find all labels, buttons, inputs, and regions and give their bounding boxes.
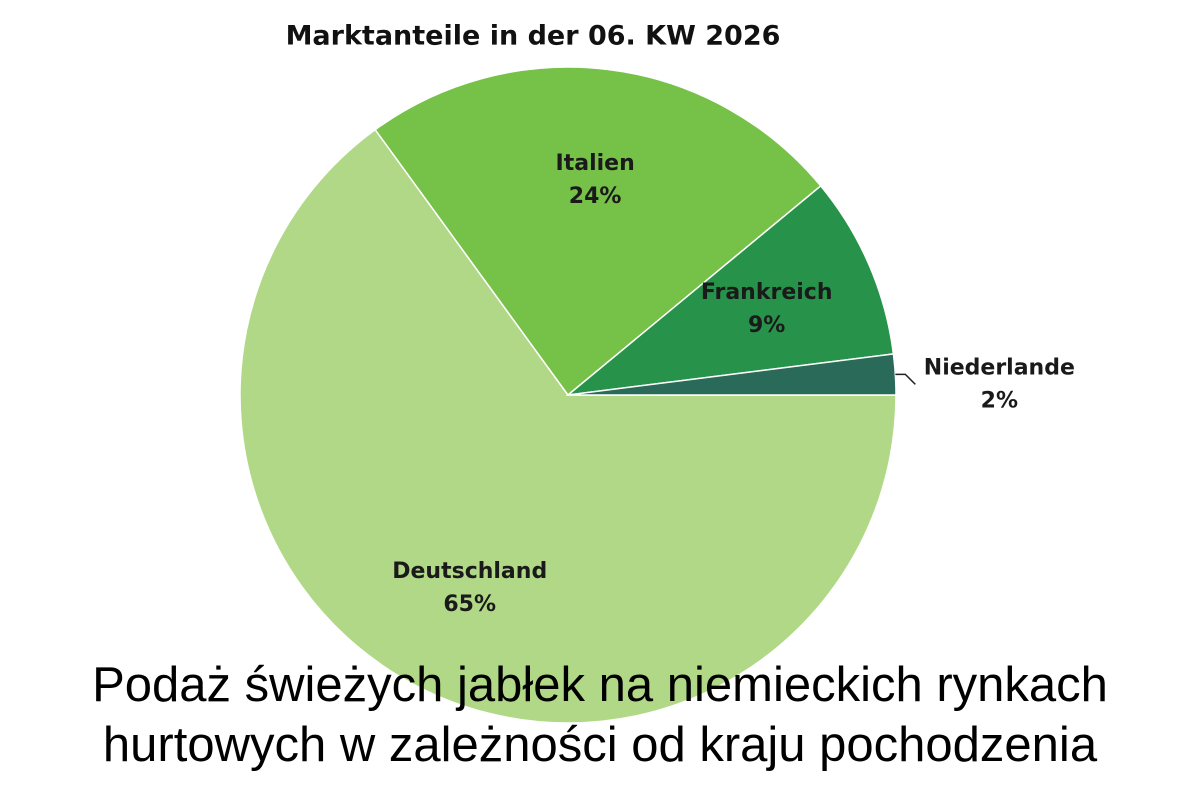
slice-value-label: 24% [569, 184, 622, 209]
pie-slice [374, 66, 822, 397]
slice-label: Frankreich [701, 280, 833, 305]
caption: Podaż świeżych jabłek na niemieckich ryn… [92, 658, 1108, 772]
slice-label: Niederlande [924, 355, 1075, 380]
slice-value-label: 2% [981, 388, 1018, 413]
pie-slice [239, 128, 897, 724]
pie [239, 66, 897, 724]
slice-label: Italien [556, 151, 635, 176]
slice-label: Deutschland [392, 559, 547, 584]
chart-title: Marktanteile in der 06. KW 2026 [286, 21, 781, 52]
pie-slice [565, 184, 895, 397]
slice-value-label: 65% [443, 592, 496, 617]
slice-value-label: 9% [748, 313, 785, 338]
leader-line [895, 373, 916, 385]
caption-box: Podaż świeżych jabłek na niemieckich ryn… [92, 658, 1108, 772]
